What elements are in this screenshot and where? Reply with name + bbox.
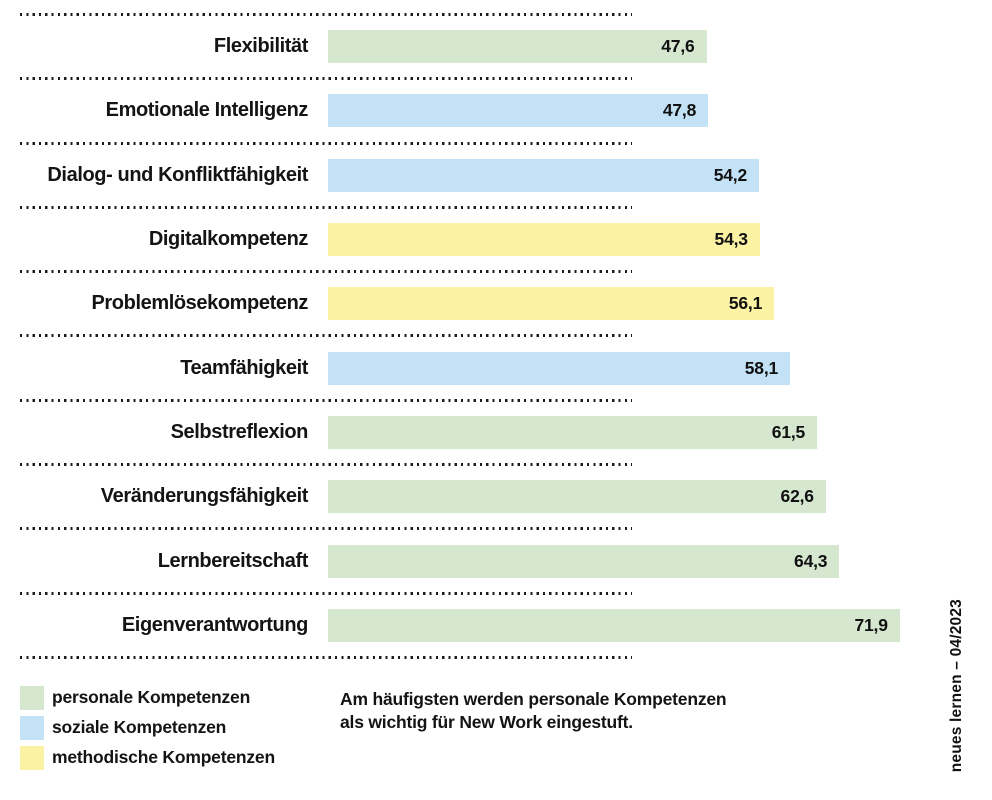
chart-footer: personale Kompetenzen soziale Kompetenzen… bbox=[0, 685, 992, 776]
row-separator-dotted-line bbox=[20, 463, 632, 467]
bar-track: 47,6 bbox=[328, 30, 992, 64]
bar-track: 56,1 bbox=[328, 287, 992, 321]
category-label: Selbstreflexion bbox=[170, 420, 309, 443]
row-separator-dotted-line bbox=[20, 334, 632, 338]
bar-track: 71,9 bbox=[328, 608, 992, 642]
bar-track: 47,8 bbox=[328, 94, 992, 128]
legend: personale Kompetenzen soziale Kompetenzen… bbox=[20, 685, 340, 776]
bar-value-label: 62,6 bbox=[780, 486, 814, 507]
bar-value-label: 71,9 bbox=[854, 614, 888, 635]
bar-value-label: 56,1 bbox=[728, 293, 763, 314]
legend-swatch-personale bbox=[20, 685, 44, 710]
chart-row: Emotionale Intelligenz 47,8 bbox=[0, 77, 992, 141]
row-separator-dotted-line bbox=[20, 398, 632, 402]
row-separator-dotted-line bbox=[20, 591, 632, 595]
row-content: Veränderungsfähigkeit 62,6 bbox=[0, 466, 992, 527]
row-content: Lernbereitschaft 64,3 bbox=[0, 530, 992, 591]
legend-label: soziale Kompetenzen bbox=[52, 717, 227, 738]
bar-value-label: 64,3 bbox=[794, 550, 828, 571]
legend-item-soziale: soziale Kompetenzen bbox=[20, 715, 340, 740]
category-label: Teamfähigkeit bbox=[180, 356, 308, 379]
bar-track: 58,1 bbox=[328, 351, 992, 385]
row-content: Teamfähigkeit 58,1 bbox=[0, 337, 992, 398]
chart-row: Veränderungsfähigkeit 62,6 bbox=[0, 463, 992, 527]
row-separator-dotted-line bbox=[20, 77, 632, 81]
row-content: Emotionale Intelligenz 47,8 bbox=[0, 80, 992, 141]
category-label: Lernbereitschaft bbox=[157, 549, 309, 572]
chart-row: Dialog- und Konfliktfähigkeit 54,2 bbox=[0, 141, 992, 206]
bar-soziale-kompetenz: 47,8 bbox=[328, 94, 709, 128]
legend-item-methodische: methodische Kompetenzen bbox=[20, 745, 340, 770]
row-content: Digitalkompetenz 54,3 bbox=[0, 209, 992, 270]
legend-label: personale Kompetenzen bbox=[52, 687, 251, 708]
bar-value-label: 54,2 bbox=[713, 164, 747, 185]
bar-track: 54,2 bbox=[328, 158, 992, 192]
row-separator-dotted-line bbox=[20, 13, 632, 16]
bar-personale-kompetenz: 47,6 bbox=[328, 30, 707, 64]
bar-soziale-kompetenz: 58,1 bbox=[328, 351, 791, 385]
caption-line-1: Am häufigsten werden personale Kompetenz… bbox=[340, 688, 727, 709]
bar-methodische-kompetenz: 56,1 bbox=[328, 287, 775, 321]
bar-track: 64,3 bbox=[328, 544, 992, 578]
bar-value-label: 58,1 bbox=[744, 357, 779, 378]
bar-personale-kompetenz: 71,9 bbox=[328, 608, 900, 642]
chart-row: Flexibilität 47,6 bbox=[0, 13, 992, 77]
bar-personale-kompetenz: 61,5 bbox=[328, 415, 818, 449]
row-content: Problemlösekompetenz 56,1 bbox=[0, 273, 992, 334]
row-content: Flexibilität 47,6 bbox=[0, 16, 992, 77]
legend-label: methodische Kompetenzen bbox=[52, 747, 275, 768]
bar-track: 62,6 bbox=[328, 480, 992, 514]
row-separator-dotted-line bbox=[20, 205, 632, 209]
category-label: Flexibilität bbox=[213, 35, 309, 58]
category-label: Emotionale Intelligenz bbox=[105, 99, 309, 122]
category-label: Eigenverantwortung bbox=[121, 613, 309, 636]
row-content: Selbstreflexion 61,5 bbox=[0, 402, 992, 463]
bar-value-label: 47,8 bbox=[662, 100, 697, 121]
row-separator-dotted-line bbox=[20, 527, 632, 531]
category-label: Dialog- und Konfliktfähigkeit bbox=[47, 163, 308, 186]
bar-track: 54,3 bbox=[328, 223, 992, 257]
row-separator-dotted-line bbox=[20, 655, 632, 659]
chart-row: Teamfähigkeit 58,1 bbox=[0, 334, 992, 398]
bar-personale-kompetenz: 64,3 bbox=[328, 544, 840, 578]
chart-row: Lernbereitschaft 64,3 bbox=[0, 527, 992, 591]
bar-soziale-kompetenz: 54,2 bbox=[328, 158, 759, 192]
category-label: Digitalkompetenz bbox=[148, 228, 309, 251]
chart-row: Digitalkompetenz 54,3 bbox=[0, 205, 992, 270]
bar-chart: Flexibilität 47,6 Emotionale Intelligenz 47… bbox=[0, 13, 992, 659]
bar-personale-kompetenz: 62,6 bbox=[328, 480, 826, 514]
bar-methodische-kompetenz: 54,3 bbox=[328, 223, 760, 257]
category-label: Veränderungsfähigkeit bbox=[100, 485, 309, 508]
legend-swatch-soziale bbox=[20, 715, 44, 740]
caption-line-2: als wichtig für New Work eingestuft. bbox=[340, 711, 633, 732]
legend-item-personale: personale Kompetenzen bbox=[20, 685, 340, 710]
bar-value-label: 61,5 bbox=[771, 421, 806, 442]
source-note: neues lernen – 04/2023 bbox=[948, 598, 965, 772]
chart-caption: Am häufigsten werden personale Kompetenz… bbox=[340, 686, 727, 734]
legend-swatch-methodische bbox=[20, 745, 44, 770]
row-content: Dialog- und Konfliktfähigkeit 54,2 bbox=[0, 145, 992, 206]
row-separator-dotted-line bbox=[20, 141, 632, 145]
category-label: Problemlösekompetenz bbox=[91, 292, 308, 315]
chart-row: Eigenverantwortung 71,9 bbox=[0, 591, 992, 656]
row-separator-dotted-line bbox=[20, 270, 632, 274]
chart-row: Selbstreflexion 61,5 bbox=[0, 398, 992, 463]
bar-value-label: 47,6 bbox=[661, 36, 695, 57]
bar-value-label: 54,3 bbox=[714, 229, 748, 250]
row-content: Eigenverantwortung 71,9 bbox=[0, 595, 992, 656]
chart-row: Problemlösekompetenz 56,1 bbox=[0, 270, 992, 334]
bar-track: 61,5 bbox=[328, 415, 992, 449]
